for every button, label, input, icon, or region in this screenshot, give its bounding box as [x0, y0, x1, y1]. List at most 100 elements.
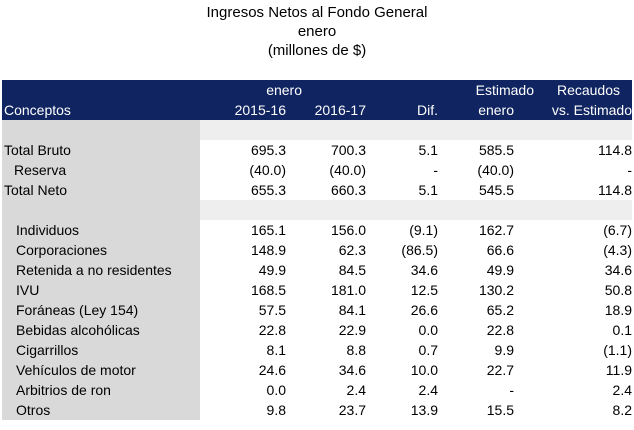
row-label: Corporaciones	[2, 240, 200, 260]
cell-c5: 114.8	[598, 142, 632, 158]
cell-c2: 22.9	[338, 322, 366, 338]
cell-c4: 585.5	[478, 142, 514, 158]
cell-c3: -	[433, 162, 438, 178]
cell-c4: (40.0)	[477, 162, 514, 178]
cell-c4: 22.7	[486, 362, 514, 378]
cell-c3: 5.1	[418, 142, 438, 158]
cell-c3: 5.1	[418, 182, 438, 198]
cell-c2: 62.3	[338, 242, 366, 258]
cell-c2: (40.0)	[329, 162, 366, 178]
header-dif: Dif.	[386, 100, 448, 120]
cell-c1: 49.9	[258, 262, 286, 278]
table-row: Otros 9.8 23.7 13.9 15.5 8.2	[2, 400, 632, 420]
table-row: IVU 168.5 181.0 12.5 130.2 50.8	[2, 280, 632, 300]
cell-c4: 22.8	[486, 322, 514, 338]
cell-c4: 162.7	[478, 222, 514, 238]
cell-c3: 34.6	[410, 262, 438, 278]
header-2015-16: 2015-16	[200, 100, 286, 120]
cell-c1: 57.5	[258, 302, 286, 318]
header-enero-group: enero	[200, 80, 386, 100]
row-label: Foráneas (Ley 154)	[2, 300, 200, 320]
cell-c5: 34.6	[604, 262, 632, 278]
cell-c3: 0.0	[418, 322, 438, 338]
report-period: enero	[297, 23, 337, 40]
cell-c5: 2.4	[612, 382, 632, 398]
table-row: Corporaciones 148.9 62.3 (86.5) 66.6 (4.3)	[2, 240, 632, 260]
cell-c4: 49.9	[486, 262, 514, 278]
row-label: Bebidas alcohólicas	[2, 320, 200, 340]
table-row: Foráneas (Ley 154) 57.5 84.1 26.6 65.2 18.9	[2, 300, 632, 320]
cell-c2: 34.6	[338, 362, 366, 378]
table-row: Arbitrios de ron 0.0 2.4 2.4 - 2.4	[2, 380, 632, 400]
row-label: Total Neto	[2, 180, 200, 200]
cell-c1: (40.0)	[249, 162, 286, 178]
cell-c2: 84.5	[338, 262, 366, 278]
cell-c4: 9.9	[494, 342, 514, 358]
table-row: Reserva (40.0) (40.0) - (40.0) -	[2, 160, 632, 180]
report-title-block: Ingresos Netos al Fondo General enero (m…	[0, 3, 634, 60]
table-row: Vehículos de motor 24.6 34.6 10.0 22.7 11.9	[2, 360, 632, 380]
revenue-table: enero Estimado Recaudos Conceptos 2015-1…	[2, 80, 632, 420]
cell-c1: 148.9	[250, 242, 286, 258]
header-enero: enero	[448, 100, 534, 120]
cell-c1: 8.1	[266, 342, 286, 358]
row-label: Individuos	[2, 220, 200, 240]
row-label: Retenida a no residentes	[2, 260, 200, 280]
row-label: IVU	[2, 280, 200, 300]
header-estimado: Estimado	[448, 80, 534, 100]
cell-c3: 10.0	[410, 362, 438, 378]
header-vs-estimado: vs. Estimado	[534, 100, 632, 120]
cell-c1: 695.3	[250, 142, 286, 158]
header-recaudos: Recaudos	[534, 80, 632, 100]
row-label: Vehículos de motor	[2, 360, 200, 380]
table-row: Total Bruto 695.3 700.3 5.1 585.5 114.8	[2, 140, 632, 160]
table-row: Total Neto 655.3 660.3 5.1 545.5 114.8	[2, 180, 632, 200]
cell-c5: 18.9	[604, 302, 632, 318]
cell-c2: 8.8	[346, 342, 366, 358]
cell-c1: 24.6	[258, 362, 286, 378]
cell-c3: 0.7	[418, 342, 438, 358]
report-title: Ingresos Netos al Fondo General	[206, 4, 428, 21]
cell-c5: (4.3)	[603, 242, 632, 258]
cell-c4: -	[509, 382, 514, 398]
row-label: Arbitrios de ron	[2, 380, 200, 400]
cell-c5: (1.1)	[603, 342, 632, 358]
cell-c5: 11.9	[605, 362, 632, 378]
table-header-row-2: Conceptos 2015-16 2016-17 Dif. enero vs.…	[2, 100, 632, 120]
table-body: Total Bruto 695.3 700.3 5.1 585.5 114.8 Reserv…	[2, 120, 632, 420]
cell-c2: 156.0	[330, 222, 366, 238]
report-units: (millones de $)	[267, 42, 367, 59]
table-row: Cigarrillos 8.1 8.8 0.7 9.9 (1.1)	[2, 340, 632, 360]
table-row: Individuos 165.1 156.0 (9.1) 162.7 (6.7)	[2, 220, 632, 240]
cell-c4: 15.5	[486, 402, 514, 418]
cell-c5: -	[627, 162, 632, 178]
header-2016-17: 2016-17	[286, 100, 386, 120]
table-header-row-1: enero Estimado Recaudos	[2, 80, 632, 100]
cell-c3: 13.9	[410, 402, 438, 418]
cell-c2: 181.0	[330, 282, 366, 298]
cell-c4: 130.2	[478, 282, 514, 298]
cell-c3: 12.5	[410, 282, 438, 298]
cell-c4: 545.5	[478, 182, 514, 198]
cell-c1: 9.8	[266, 402, 286, 418]
row-label: Total Bruto	[2, 140, 200, 160]
cell-c3: (86.5)	[401, 242, 438, 258]
cell-c3: 26.6	[410, 302, 438, 318]
cell-c1: 168.5	[250, 282, 286, 298]
cell-c3: 2.4	[418, 382, 438, 398]
cell-c2: 660.3	[330, 182, 366, 198]
cell-c1: 165.1	[250, 222, 286, 238]
cell-c5: (6.7)	[603, 222, 632, 238]
table-row: Bebidas alcohólicas 22.8 22.9 0.0 22.8 0.1	[2, 320, 632, 340]
cell-c3: (9.1)	[409, 222, 438, 238]
row-label: Cigarrillos	[2, 340, 200, 360]
cell-c5: 114.8	[598, 182, 632, 198]
cell-c1: 0.0	[266, 382, 286, 398]
cell-c2: 84.1	[338, 302, 366, 318]
cell-c5: 50.8	[604, 282, 632, 298]
cell-c2: 700.3	[330, 142, 366, 158]
spacer-row	[2, 200, 632, 220]
spacer-row	[2, 120, 632, 140]
row-label: Otros	[2, 400, 200, 420]
cell-c1: 655.3	[250, 182, 286, 198]
